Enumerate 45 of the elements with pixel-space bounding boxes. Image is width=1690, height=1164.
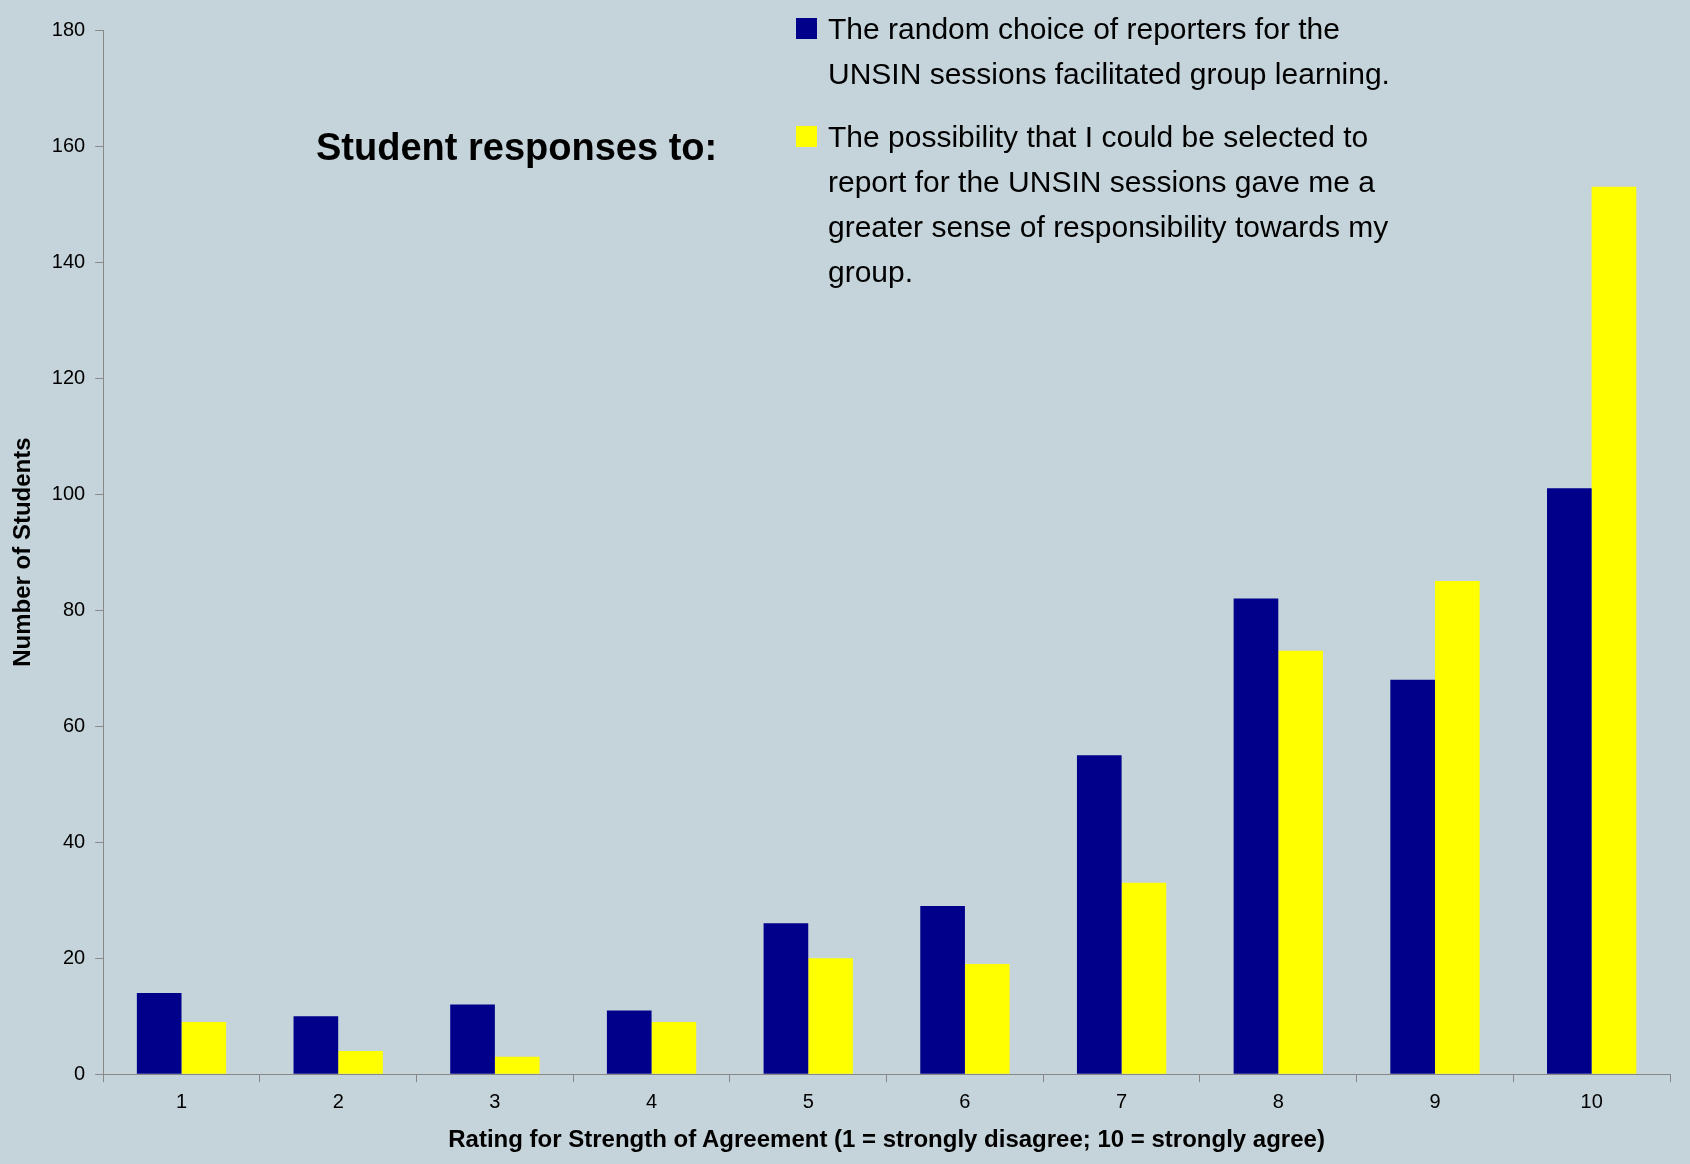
y-axis-title: Number of Students xyxy=(8,437,36,667)
y-tick-label: 180 xyxy=(51,17,86,40)
x-tick-label: 4 xyxy=(646,1089,658,1112)
x-tick-label: 7 xyxy=(1116,1089,1128,1112)
bar xyxy=(1591,186,1637,1074)
y-tick-label: 80 xyxy=(62,597,86,620)
bar xyxy=(181,1021,227,1074)
bar xyxy=(338,1051,383,1074)
x-tick-label: 2 xyxy=(332,1089,344,1112)
x-tick-label: 8 xyxy=(1272,1089,1284,1112)
bar xyxy=(1434,581,1480,1074)
bar xyxy=(1076,755,1122,1074)
bar xyxy=(1233,598,1279,1074)
bar xyxy=(1121,882,1167,1074)
x-tick-label: 3 xyxy=(489,1089,501,1112)
x-axis-title: Rating for Strength of Agreement (1 = strongly disagree; 10 = strongly agree) xyxy=(448,1125,1325,1153)
bar xyxy=(293,1016,339,1074)
bar xyxy=(494,1056,540,1074)
bar xyxy=(808,958,853,1074)
bar xyxy=(763,923,809,1074)
bar xyxy=(1278,650,1323,1074)
bar xyxy=(651,1021,697,1074)
x-tick-label: 1 xyxy=(175,1089,188,1112)
bar xyxy=(1390,679,1435,1074)
bar xyxy=(606,1010,652,1074)
y-tick-label: 120 xyxy=(51,365,86,388)
y-tick-label: 140 xyxy=(51,249,86,272)
y-tick-label: 40 xyxy=(62,829,86,852)
y-tick-label: 60 xyxy=(62,713,86,736)
bar xyxy=(136,992,182,1074)
y-tick-label: 0 xyxy=(74,1061,86,1084)
bar xyxy=(964,963,1010,1074)
text: Student responses to: xyxy=(316,126,718,169)
y-tick-label: 100 xyxy=(51,481,86,504)
x-tick-label: 5 xyxy=(802,1089,814,1112)
bar xyxy=(1547,488,1592,1074)
x-tick-label: 9 xyxy=(1429,1089,1441,1112)
x-tick-label: 6 xyxy=(959,1089,971,1112)
x-tick-label: 10 xyxy=(1580,1089,1603,1112)
legend-label: The random choice of reporters for the UNSIN sessions facilitated group learning. xyxy=(828,12,1390,90)
bar xyxy=(450,1004,495,1074)
y-tick-label: 160 xyxy=(51,133,86,156)
legend-label: The possibility that I could be selected to report for the UNSIN sessions gave me a greater sense of responsibility towards my group. xyxy=(828,120,1389,288)
y-tick-label: 20 xyxy=(62,945,86,968)
bar xyxy=(920,905,965,1074)
